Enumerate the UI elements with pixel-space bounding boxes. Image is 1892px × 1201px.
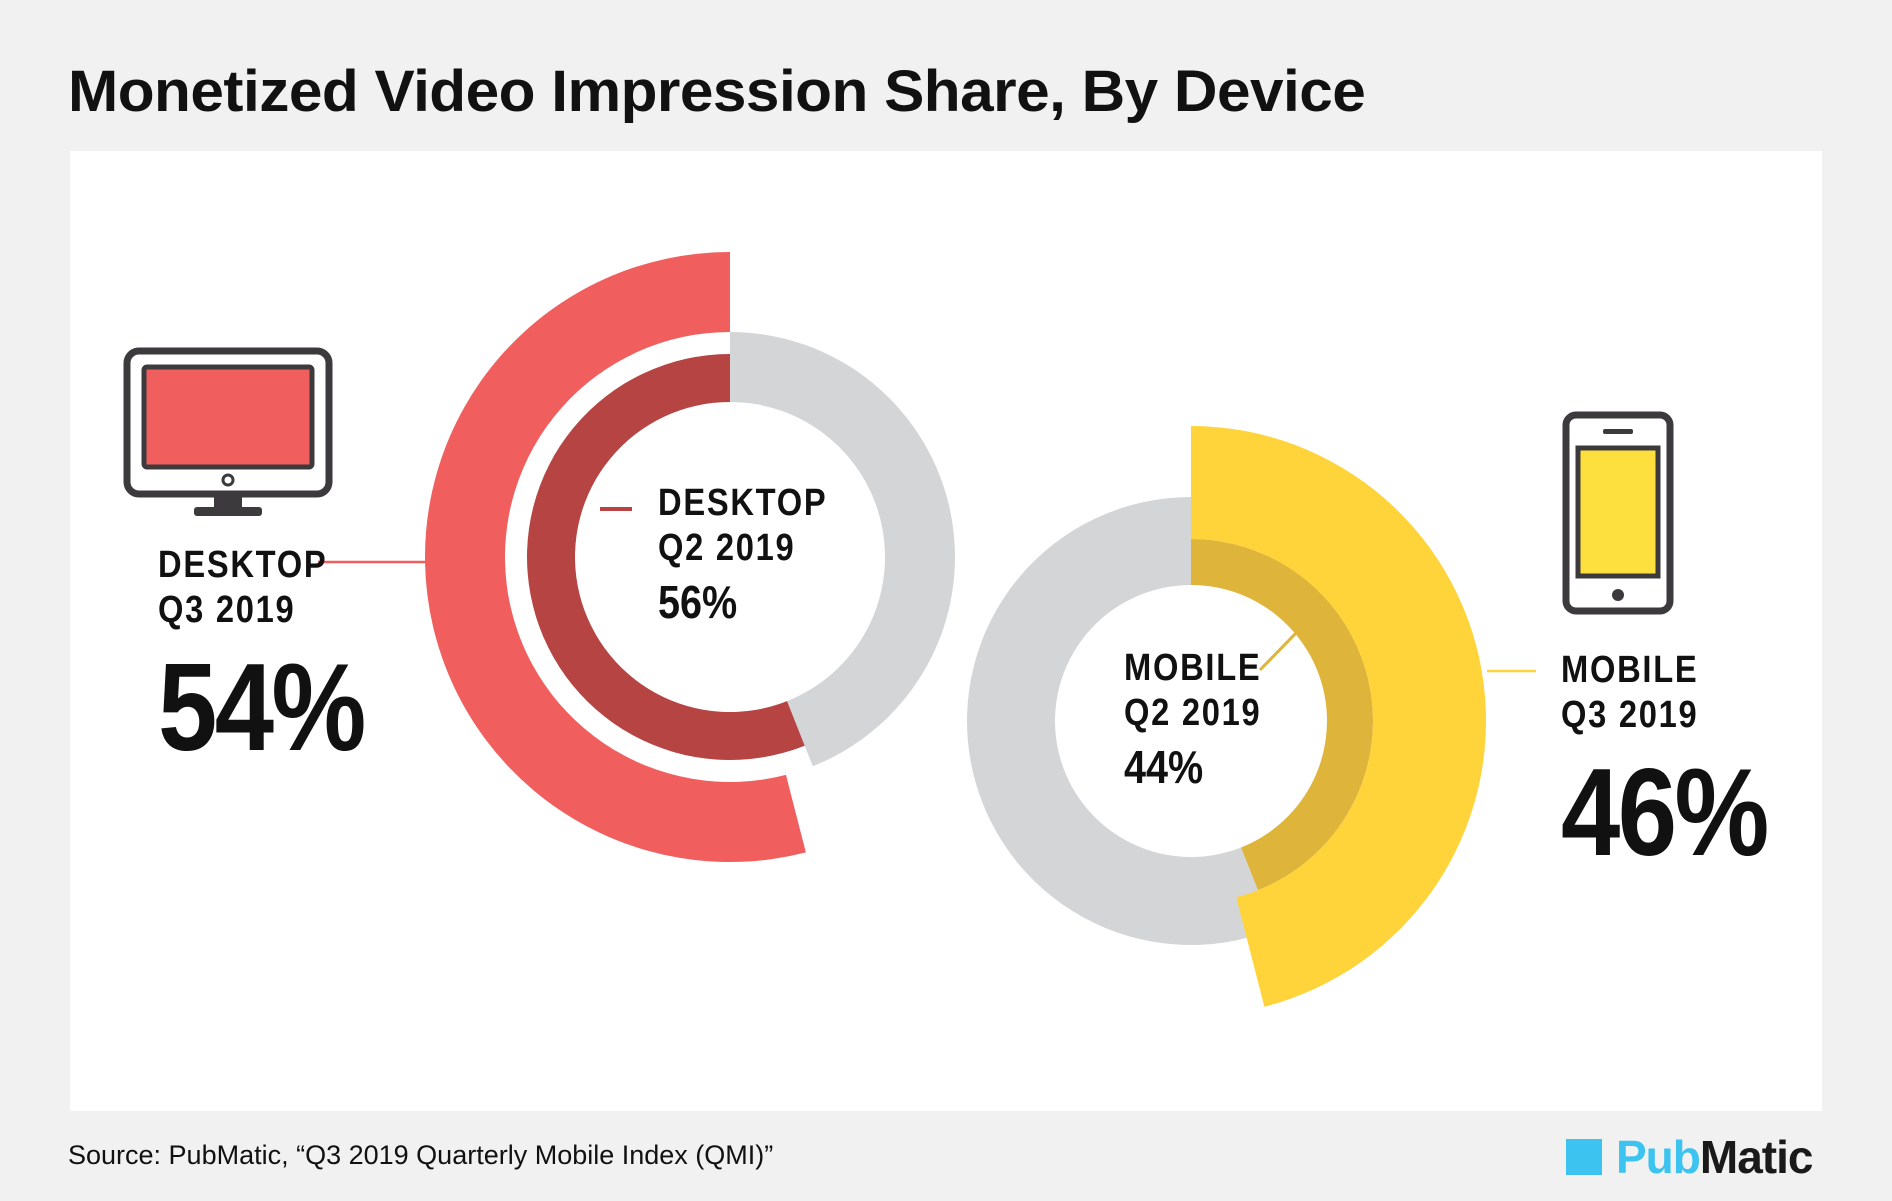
mobile-q2-leader — [1258, 631, 1298, 672]
desktop-q2-period: Q2 2019 — [658, 526, 796, 569]
desktop-q2-slice — [527, 354, 805, 761]
desktop-remainder-ring — [730, 332, 956, 767]
mobile-q2-category: MOBILE — [1124, 647, 1262, 689]
mobile-q3-value: 46% — [1561, 743, 1769, 882]
chart-panel: DESKTOP Q3 2019 54% DESKTOP Q2 2019 56% … — [70, 151, 1822, 1111]
logo-square-icon — [1566, 1139, 1602, 1175]
desktop-q3-category: DESKTOP — [158, 544, 328, 586]
mobile-q3-slice — [1191, 426, 1487, 1007]
desktop-q2-value: 56% — [658, 575, 738, 628]
desktop-q3-period: Q3 2019 — [158, 588, 296, 631]
pubmatic-logo: PubMatic — [1566, 1130, 1813, 1184]
desktop-donut — [424, 252, 956, 862]
desktop-monitor-icon — [123, 347, 333, 516]
mobile-phone-icon — [1562, 411, 1674, 615]
mobile-q3-category: MOBILE — [1561, 649, 1699, 691]
mobile-donut — [966, 426, 1487, 1007]
desktop-q3-label: DESKTOP Q3 2019 54% — [158, 543, 366, 781]
mobile-q3-period: Q3 2019 — [1561, 693, 1699, 736]
mobile-q3-label: MOBILE Q3 2019 46% — [1561, 648, 1769, 886]
desktop-q3-value: 54% — [158, 638, 366, 777]
donut-charts — [123, 252, 1674, 1007]
mobile-q2-label: MOBILE Q2 2019 44% — [1124, 646, 1261, 794]
desktop-q3-slice — [424, 252, 806, 862]
source-note: Source: PubMatic, “Q3 2019 Quarterly Mob… — [68, 1140, 774, 1170]
desktop-q2-label: DESKTOP Q2 2019 56% — [658, 481, 827, 629]
page-title: Monetized Video Impression Share, By Dev… — [68, 59, 1366, 124]
mobile-remainder-ring — [966, 497, 1274, 946]
logo-wordmark: PubMatic — [1616, 1131, 1813, 1183]
mobile-q2-value: 44% — [1124, 740, 1204, 793]
mobile-q2-slice — [1191, 539, 1373, 891]
desktop-q2-category: DESKTOP — [658, 482, 828, 524]
mobile-q2-period: Q2 2019 — [1124, 691, 1262, 734]
